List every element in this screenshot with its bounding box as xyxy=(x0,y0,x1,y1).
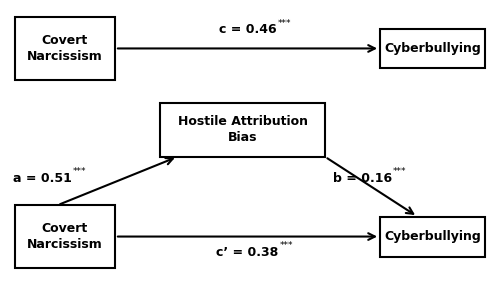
FancyBboxPatch shape xyxy=(160,103,325,157)
Text: Covert
Narcissism: Covert Narcissism xyxy=(27,34,103,63)
FancyBboxPatch shape xyxy=(380,217,485,256)
Text: c’ = 0.38: c’ = 0.38 xyxy=(216,246,278,259)
Text: ***: *** xyxy=(280,241,293,251)
Text: Cyberbullying: Cyberbullying xyxy=(384,230,481,243)
Text: ***: *** xyxy=(72,167,86,176)
Text: Cyberbullying: Cyberbullying xyxy=(384,42,481,55)
Text: a = 0.51: a = 0.51 xyxy=(13,172,72,185)
Text: ***: *** xyxy=(278,19,291,28)
FancyBboxPatch shape xyxy=(380,28,485,68)
Text: Covert
Narcissism: Covert Narcissism xyxy=(27,222,103,251)
Text: c = 0.46: c = 0.46 xyxy=(218,23,276,36)
Text: b = 0.16: b = 0.16 xyxy=(333,172,392,185)
Text: ***: *** xyxy=(392,167,406,176)
FancyBboxPatch shape xyxy=(15,205,115,268)
FancyBboxPatch shape xyxy=(15,17,115,80)
Text: Hostile Attribution
Bias: Hostile Attribution Bias xyxy=(178,115,308,144)
